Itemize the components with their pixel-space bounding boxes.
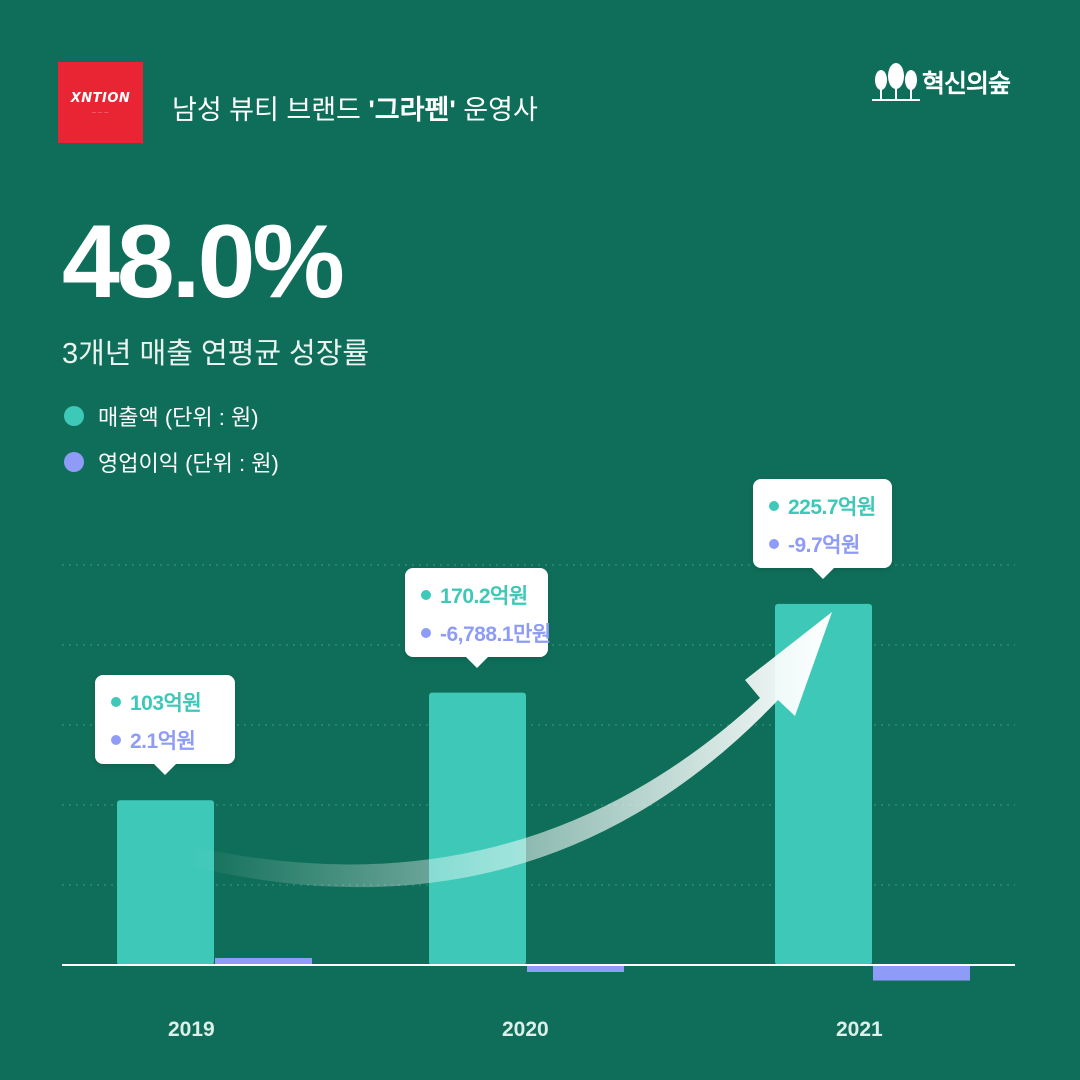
profit-value-text: 2.1억원 [130, 730, 196, 754]
trend-arrow [190, 612, 832, 888]
x-axis-tick-label: 2021 [836, 1018, 883, 1041]
revenue-value-text: 225.7억원 [788, 495, 876, 519]
forest-icon [872, 63, 920, 101]
profit-dot-icon [111, 735, 121, 746]
revenue-data-label: 103억원 [111, 687, 202, 717]
revenue-dot-icon [769, 500, 779, 511]
data-callout-2019: 103억원 2.1억원 [95, 675, 235, 776]
legend-dot-profit [64, 452, 84, 472]
legend-item-profit: 영업이익 (단위 : 원) [62, 439, 279, 485]
profit-value-text: -6,788.1만원 [440, 622, 551, 646]
profit-dot-icon [769, 538, 779, 549]
legend-label-revenue: 매출액 (단위 : 원) [98, 405, 259, 430]
data-callout-2021: 225.7억원 -9.7억원 [753, 478, 892, 579]
legend-label-profit: 영업이익 (단위 : 원) [98, 451, 279, 476]
legend: 매출액 (단위 : 원) 영업이익 (단위 : 원) [62, 393, 279, 485]
profit-bar-2021 [873, 965, 970, 981]
revenue-dot-icon [111, 697, 121, 708]
profit-bar-2019 [215, 958, 312, 965]
revenue-dot-icon [421, 589, 431, 600]
title-brand: '그라펜' [368, 95, 456, 125]
growth-rate-caption: 3개년 매출 연평균 성장률 [62, 338, 370, 370]
profit-dot-icon [421, 627, 431, 638]
revenue-value-text: 170.2억원 [440, 584, 528, 608]
profit-data-label: -6,788.1만원 [421, 618, 551, 648]
legend-item-revenue: 매출액 (단위 : 원) [62, 393, 279, 439]
title-prefix: 남성 뷰티 브랜드 [172, 95, 369, 125]
profit-data-label: -9.7억원 [769, 529, 860, 559]
revenue-data-label: 170.2억원 [421, 580, 528, 610]
growth-rate-value: 48.0% [62, 204, 345, 320]
header-title: 남성 뷰티 브랜드 '그라펜' 운영사 [172, 88, 538, 127]
revenue-data-label: 225.7억원 [769, 491, 876, 521]
profit-data-label: 2.1억원 [111, 725, 196, 755]
data-callout-2020: 170.2억원 -6,788.1만원 [405, 567, 551, 668]
profit-value-text: -9.7억원 [788, 533, 860, 557]
brand-logo: 혁신의숲 [872, 62, 1011, 102]
x-axis-tick-label: 2019 [168, 1018, 215, 1041]
revenue-bar-2019 [117, 800, 214, 965]
company-logo: XNTION — — — [58, 62, 143, 143]
legend-dot-revenue [64, 406, 84, 426]
logo-text: XNTION [70, 91, 131, 106]
profit-bar-2020 [527, 965, 624, 972]
brand-name: 혁신의숲 [922, 70, 1011, 98]
revenue-value-text: 103억원 [130, 692, 202, 716]
x-axis-tick-label: 2020 [502, 1018, 549, 1041]
bars [117, 603, 970, 981]
logo-tagline-mark: — — — [92, 109, 109, 114]
title-suffix: 운영사 [455, 95, 538, 125]
revenue-bar-2020 [429, 692, 526, 965]
